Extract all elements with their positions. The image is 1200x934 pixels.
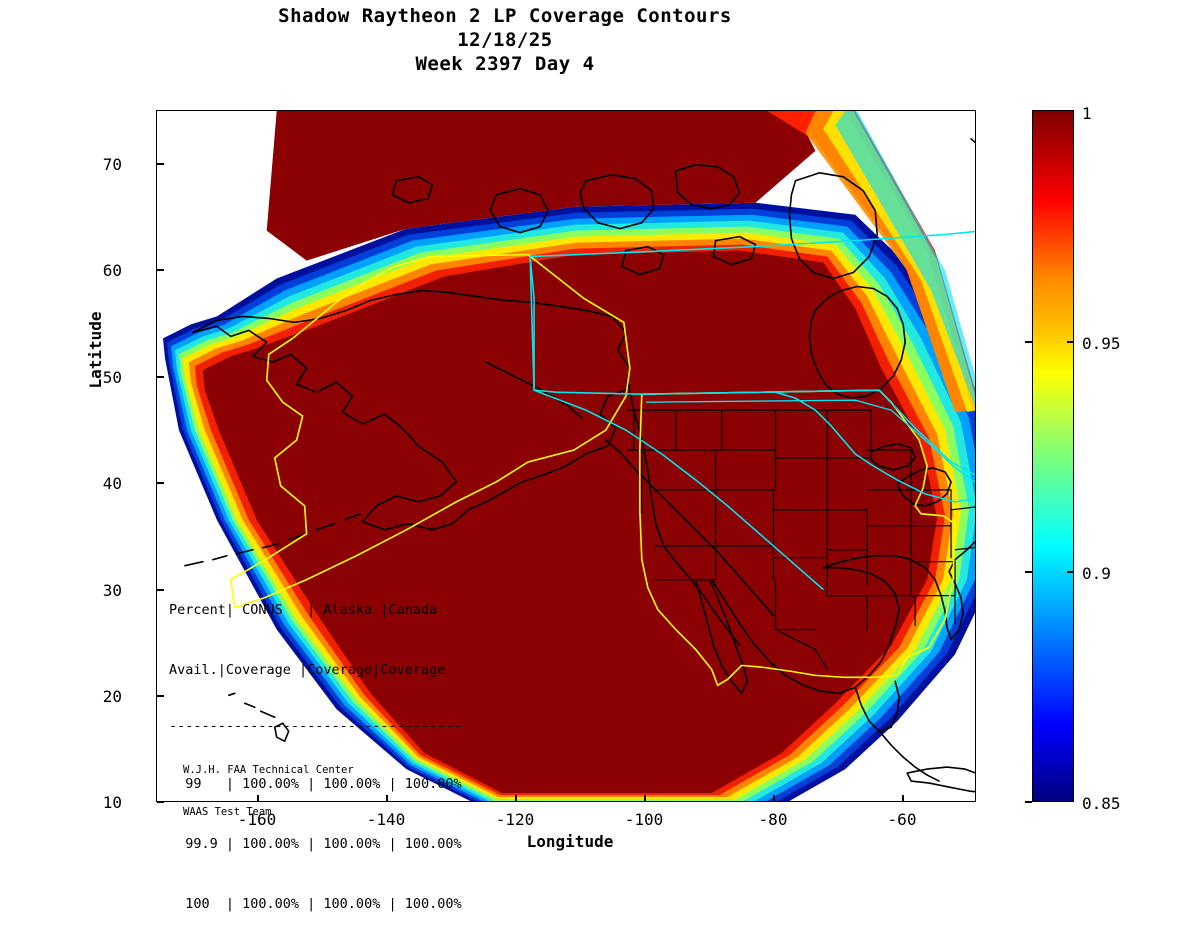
y-tick-label-60: 60 (102, 261, 122, 280)
conus-region-outline (639, 389, 956, 687)
y-tick-mark-20 (157, 695, 164, 697)
coastline-arctic-islands (674, 164, 741, 210)
y-tick-mark-70 (157, 163, 164, 165)
coastline-alaska-panhandle (605, 439, 775, 617)
alaska-region-outline (229, 253, 631, 609)
stats-row-99: 99 | 100.00% | 100.00% | 100.00% (169, 776, 462, 792)
coastline-arctic-small-1 (391, 176, 434, 204)
coastline-arctic-small-2 (712, 235, 757, 266)
x-tick-mark-neg100 (644, 795, 646, 802)
colorbar-label-09: 0.9 (1082, 564, 1111, 583)
stats-separator: ------------------------------------ (169, 718, 462, 734)
coastline-victoria-is (579, 174, 655, 230)
coastline-us-east (822, 540, 975, 641)
coastline-cuba (906, 766, 975, 793)
coastline-yucatan (854, 680, 900, 732)
colorbar-label-085: 0.85 (1082, 794, 1121, 813)
y-tick-label-20: 20 (102, 687, 122, 706)
coastline-arctic-small-3 (621, 245, 665, 276)
x-tick-label-neg100: -100 (624, 810, 664, 829)
y-tick-mark-10 (157, 801, 164, 803)
x-tick-label-neg160: -160 (237, 810, 277, 829)
x-tick-label-neg120: -120 (495, 810, 535, 829)
us-canada-border (645, 399, 975, 484)
x-tick-label-neg60: -60 (887, 810, 917, 829)
x-tick-mark-neg60 (902, 795, 904, 802)
y-tick-mark-50 (157, 376, 164, 378)
colorbar-gradient[interactable] (1032, 110, 1074, 802)
coastline-aleutians (184, 513, 362, 567)
colorbar-tick-mark-09 (1025, 571, 1032, 573)
y-tick-label-50: 50 (102, 368, 122, 387)
coastline-hawaii (228, 692, 290, 742)
colorbar-svg (1033, 111, 1073, 801)
coverage-field-group (162, 111, 975, 801)
x-tick-mark-neg120 (515, 795, 517, 802)
coverage-plateau (202, 250, 938, 794)
x-axis-label: Longitude (526, 832, 614, 851)
attribution-text: W.J.H. FAA Technical Center WAAS Test Te… (183, 735, 354, 833)
coverage-map-svg (162, 111, 975, 801)
title-line-2: 12/18/25 (457, 29, 553, 51)
coastline-central-america (878, 730, 940, 782)
colorbar-tick-mark-085 (1025, 801, 1032, 803)
stats-header-row-2: Avail.|Coverage |Coverage|Coverage (169, 662, 446, 678)
y-tick-label-30: 30 (102, 581, 122, 600)
coastline-banks-is (489, 187, 549, 234)
attribution-line-1: W.J.H. FAA Technical Center (183, 764, 354, 776)
colorbar-tick-mark-095 (1025, 341, 1032, 343)
title-line-3: Week 2397 Day 4 (415, 53, 595, 75)
y-tick-mark-40 (157, 482, 164, 484)
colorbar-tick-mark-095-right (1067, 341, 1074, 343)
coastline-alaska (192, 289, 631, 531)
canada-region-outline-north (530, 230, 975, 258)
colorbar-tick-mark-09-right (1067, 571, 1074, 573)
coastline-baffin (788, 172, 879, 280)
y-tick-label-10: 10 (102, 793, 122, 812)
coastlines-group (184, 138, 975, 793)
colorbar-group[interactable]: 0.85 0.9 0.95 1 (1025, 104, 1121, 813)
coastline-hudson-bay (808, 285, 906, 399)
title-line-1: Shadow Raytheon 2 LP Coverage Contours (278, 5, 732, 27)
chart-title-block: Shadow Raytheon 2 LP Coverage Contours 1… (0, 4, 1010, 76)
colorbar-label-095: 0.95 (1082, 334, 1121, 353)
attribution-line-2: WAAS Test Team (183, 806, 272, 818)
x-tick-label-neg80: -80 (758, 810, 788, 829)
x-tick-mark-neg140 (386, 795, 388, 802)
canada-region-outline-ak-border (529, 256, 824, 591)
y-tick-label-40: 40 (102, 474, 122, 493)
stats-row-100: 100 | 100.00% | 100.00% | 100.00% (169, 896, 462, 912)
colorbar-label-1: 1 (1082, 104, 1092, 123)
y-tick-label-70: 70 (102, 155, 122, 174)
coastline-mexico (710, 566, 900, 695)
x-tick-label-neg140: -140 (366, 810, 406, 829)
stats-row-99-9: 99.9 | 100.00% | 100.00% | 100.00% (169, 836, 462, 852)
x-tick-mark-neg80 (773, 795, 775, 802)
coverage-contour-fill (162, 111, 975, 801)
y-axis-label: Latitude (86, 311, 105, 389)
canada-region-outline (529, 256, 975, 503)
map-plot-area[interactable] (156, 110, 976, 802)
y-tick-mark-60 (157, 269, 164, 271)
x-tick-mark-neg160 (257, 795, 259, 802)
coverage-arctic-falloff (767, 111, 975, 413)
stats-header-row-1: Percent| CONUS | Alaska |Canada (169, 602, 438, 618)
coverage-arctic-fill (266, 111, 816, 261)
coastline-baja (694, 578, 749, 695)
y-tick-mark-30 (157, 589, 164, 591)
